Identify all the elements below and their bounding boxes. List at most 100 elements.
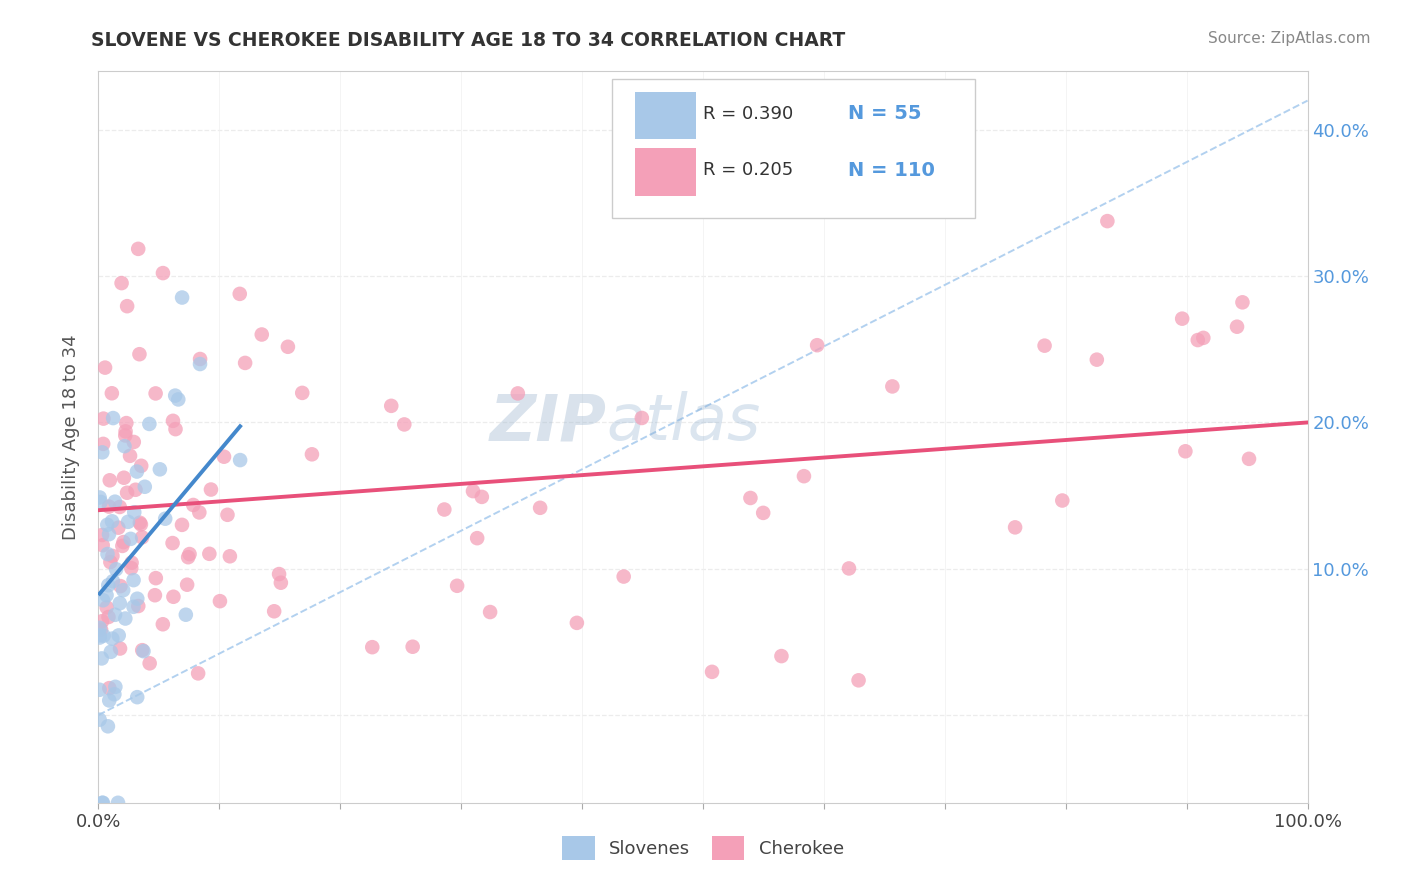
Point xyxy=(90,651,112,665)
Y-axis label: Disability Age 18 to 34: Disability Age 18 to 34 xyxy=(62,334,80,540)
Point xyxy=(120,532,142,546)
Point xyxy=(108,500,131,514)
Point xyxy=(101,632,124,646)
Point xyxy=(1232,295,1254,310)
Point xyxy=(179,547,201,561)
Point xyxy=(129,458,152,473)
Point xyxy=(107,521,129,535)
Point xyxy=(177,550,200,565)
Point xyxy=(114,428,136,442)
Point xyxy=(101,386,124,401)
Point xyxy=(208,594,231,608)
Point xyxy=(108,641,131,656)
Point xyxy=(793,469,815,483)
Text: ZIP: ZIP xyxy=(489,392,606,453)
Text: SLOVENE VS CHEROKEE DISABILITY AGE 18 TO 34 CORRELATION CHART: SLOVENE VS CHEROKEE DISABILITY AGE 18 TO… xyxy=(91,31,845,50)
Text: R = 0.205: R = 0.205 xyxy=(703,161,793,179)
Point xyxy=(93,629,115,643)
Point xyxy=(104,494,127,508)
Point xyxy=(91,538,114,552)
Point xyxy=(104,680,127,694)
Point xyxy=(101,549,124,563)
Text: R = 0.390: R = 0.390 xyxy=(703,104,793,123)
Point xyxy=(127,242,149,256)
Point xyxy=(91,593,114,607)
Point xyxy=(145,571,167,585)
Point xyxy=(115,485,138,500)
Point xyxy=(380,399,402,413)
Point xyxy=(170,517,193,532)
Point xyxy=(91,796,114,810)
Point xyxy=(115,416,138,430)
Point xyxy=(433,502,456,516)
Point xyxy=(270,575,292,590)
Point xyxy=(97,610,120,624)
Point xyxy=(114,425,136,439)
Point xyxy=(301,447,323,461)
Point xyxy=(838,561,860,575)
Point xyxy=(112,535,135,549)
Point xyxy=(1097,214,1119,228)
Point xyxy=(506,386,529,401)
Point xyxy=(174,607,197,622)
Point xyxy=(167,392,190,407)
Point xyxy=(111,539,134,553)
Point xyxy=(394,417,416,432)
Point xyxy=(882,379,904,393)
Point xyxy=(143,588,166,602)
Point xyxy=(97,719,120,733)
Point xyxy=(121,556,143,570)
Point xyxy=(162,414,184,428)
Text: Source: ZipAtlas.com: Source: ZipAtlas.com xyxy=(1208,31,1371,46)
Point xyxy=(630,411,652,425)
Point xyxy=(188,357,211,371)
Point xyxy=(153,512,176,526)
Point xyxy=(122,573,145,587)
Point xyxy=(198,547,221,561)
Point xyxy=(1052,493,1074,508)
Point xyxy=(132,644,155,658)
Point xyxy=(131,530,153,544)
Point xyxy=(212,450,235,464)
Point xyxy=(848,673,870,688)
FancyBboxPatch shape xyxy=(613,78,976,218)
Point xyxy=(89,628,111,642)
Point xyxy=(89,713,111,727)
Point xyxy=(188,351,211,366)
Point xyxy=(98,693,121,707)
Point xyxy=(89,682,111,697)
Point xyxy=(101,411,124,425)
Point xyxy=(120,561,142,575)
Point xyxy=(700,665,723,679)
Point xyxy=(217,508,239,522)
Point xyxy=(1174,444,1197,458)
Text: N = 110: N = 110 xyxy=(848,161,935,179)
Point xyxy=(131,643,153,657)
Point xyxy=(1004,520,1026,534)
Point xyxy=(110,579,132,593)
Point xyxy=(96,517,118,532)
Point xyxy=(97,578,120,592)
Point xyxy=(97,500,120,514)
Point xyxy=(114,611,136,625)
Point xyxy=(100,645,122,659)
Point xyxy=(149,462,172,476)
Point xyxy=(98,681,121,695)
Point xyxy=(465,531,488,545)
Point xyxy=(90,623,112,637)
Point xyxy=(529,500,551,515)
Point xyxy=(446,579,468,593)
Point xyxy=(361,640,384,655)
Point xyxy=(1171,311,1194,326)
Point xyxy=(128,347,150,361)
Point xyxy=(118,449,141,463)
Point xyxy=(188,505,211,519)
Point xyxy=(740,491,762,505)
Point xyxy=(1187,333,1209,347)
Point xyxy=(122,434,145,449)
Point xyxy=(129,517,152,532)
Point xyxy=(219,549,242,564)
Point xyxy=(127,599,149,613)
Point xyxy=(124,483,146,497)
Point xyxy=(125,465,148,479)
